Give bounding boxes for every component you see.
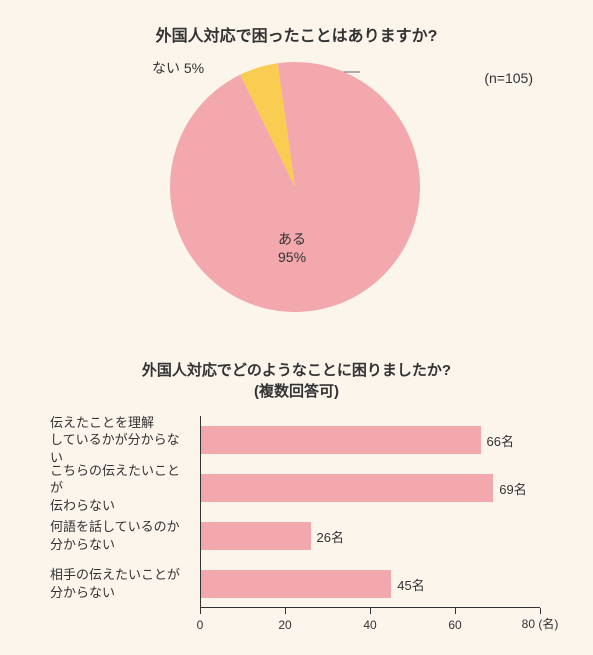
bar-title-line2: (複数回答可) — [254, 383, 339, 400]
pie-slice-label-yes: ある 95% — [278, 230, 306, 266]
bar-category-label: 伝えたことを理解しているかが分からない — [50, 414, 200, 467]
pie-slice-label-yes-name: ある — [278, 231, 306, 247]
x-tick-label: 60 — [448, 618, 461, 632]
bar-chart-axis: 020406080 (名) — [200, 416, 540, 608]
pie-chart-section: 外国人対応で困ったことはありますか? (n=105) ない 5% ある 95% — [0, 0, 593, 350]
bar-chart: 伝えたことを理解しているかが分からない66名こちらの伝えたいことが伝わらない69… — [50, 416, 550, 638]
x-tick-label: 80 (名) — [522, 615, 559, 632]
x-tick-label: 20 — [278, 618, 291, 632]
x-tick — [540, 608, 541, 614]
sample-size-label: (n=105) — [484, 70, 533, 86]
x-tick-label: 0 — [197, 618, 204, 632]
x-tick — [285, 608, 286, 614]
pie-chart — [170, 62, 420, 312]
pie-slice-label-yes-value: 95% — [278, 249, 306, 265]
y-axis-line — [200, 416, 201, 608]
x-tick — [370, 608, 371, 614]
x-tick — [200, 608, 201, 614]
pie-chart-title: 外国人対応で困ったことはありますか? — [0, 22, 593, 46]
bar-category-label: 相手の伝えたいことが分からない — [50, 566, 200, 601]
bar-title-line1: 外国人対応でどのようなことに困りましたか? — [142, 362, 451, 379]
bar-chart-title: 外国人対応でどのようなことに困りましたか? (複数回答可) — [0, 360, 593, 402]
x-tick-label: 40 — [363, 618, 376, 632]
x-tick — [455, 608, 456, 614]
bar-chart-section: 外国人対応でどのようなことに困りましたか? (複数回答可) 伝えたことを理解して… — [0, 360, 593, 638]
bar-category-label: 何語を話しているのか分からない — [50, 518, 200, 553]
bar-category-label: こちらの伝えたいことが伝わらない — [50, 462, 200, 515]
